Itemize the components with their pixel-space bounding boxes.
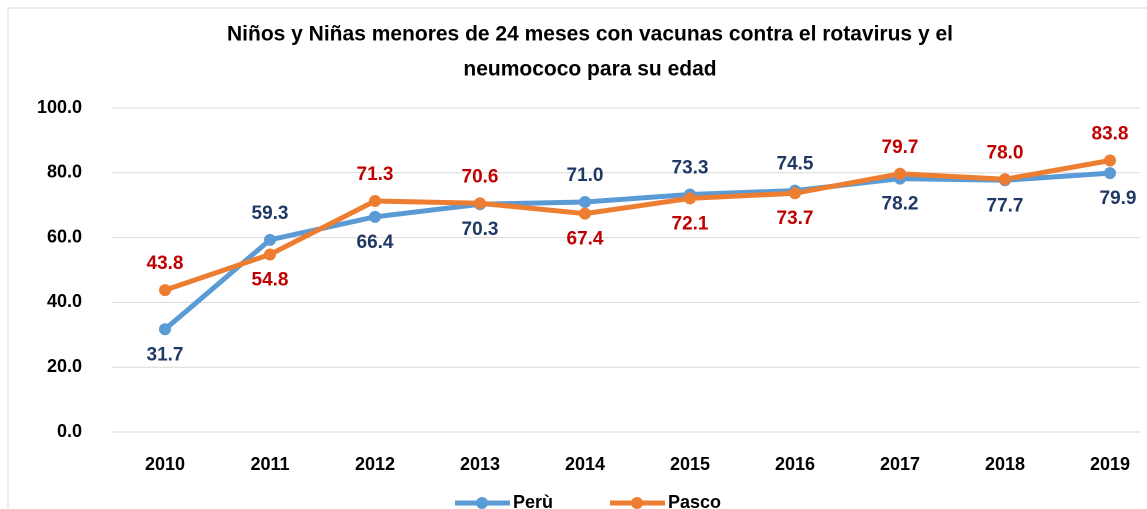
x-tick-label: 2010 <box>145 454 185 474</box>
point <box>1104 154 1116 167</box>
point <box>159 284 171 297</box>
data-label: 71.3 <box>357 164 394 185</box>
point <box>159 323 171 336</box>
point <box>264 233 276 246</box>
x-tick-label: 2016 <box>775 454 815 474</box>
point <box>789 187 801 200</box>
data-label: 77.7 <box>987 195 1024 216</box>
legend-label: Pasco <box>668 492 721 509</box>
data-label: 71.0 <box>567 165 604 186</box>
chart-title: Niños y Niñas menores de 24 meses con va… <box>227 23 953 46</box>
data-label: 78.2 <box>882 194 919 215</box>
data-label: 66.4 <box>357 232 394 253</box>
point <box>474 197 486 210</box>
y-tick-label: 20.0 <box>47 356 82 376</box>
x-tick-label: 2012 <box>355 454 395 474</box>
data-label: 54.8 <box>252 269 289 290</box>
x-tick-label: 2014 <box>565 454 605 474</box>
data-label: 67.4 <box>567 229 604 250</box>
chart-border <box>7 7 1147 509</box>
data-label: 70.3 <box>462 219 499 240</box>
point <box>999 173 1011 186</box>
y-tick-label: 60.0 <box>47 226 82 246</box>
y-tick-label: 100.0 <box>37 97 82 117</box>
data-label: 74.5 <box>777 154 814 175</box>
data-label: 79.9 <box>1100 188 1137 209</box>
data-label: 72.1 <box>672 213 709 234</box>
point <box>1104 167 1116 180</box>
data-label: 31.7 <box>147 344 184 365</box>
y-tick-label: 0.0 <box>57 421 82 441</box>
point <box>579 195 591 208</box>
chart-title: neumococo para su edad <box>463 58 716 81</box>
x-tick-label: 2019 <box>1090 454 1130 474</box>
legend-marker <box>476 497 488 509</box>
data-label: 78.0 <box>987 142 1024 163</box>
data-label: 83.8 <box>1092 124 1129 145</box>
series-line <box>164 158 1111 293</box>
x-tick-label: 2013 <box>460 454 500 474</box>
x-tick-label: 2015 <box>670 454 710 474</box>
data-label: 79.7 <box>882 137 919 158</box>
data-label: 43.8 <box>147 253 184 274</box>
data-label: 73.3 <box>672 158 709 179</box>
point <box>264 248 276 261</box>
data-label: 59.3 <box>252 203 289 224</box>
point <box>579 207 591 220</box>
data-label: 70.6 <box>462 166 499 187</box>
point <box>369 210 381 223</box>
point <box>684 192 696 205</box>
point <box>369 194 381 207</box>
legend-label: Perù <box>513 492 553 509</box>
point <box>894 167 906 180</box>
x-tick-label: 2017 <box>880 454 920 474</box>
y-tick-label: 40.0 <box>47 291 82 311</box>
y-tick-label: 80.0 <box>47 162 82 182</box>
legend-marker <box>631 497 643 509</box>
x-tick-label: 2018 <box>985 454 1025 474</box>
x-tick-label: 2011 <box>250 454 289 474</box>
data-label: 73.7 <box>777 208 814 229</box>
